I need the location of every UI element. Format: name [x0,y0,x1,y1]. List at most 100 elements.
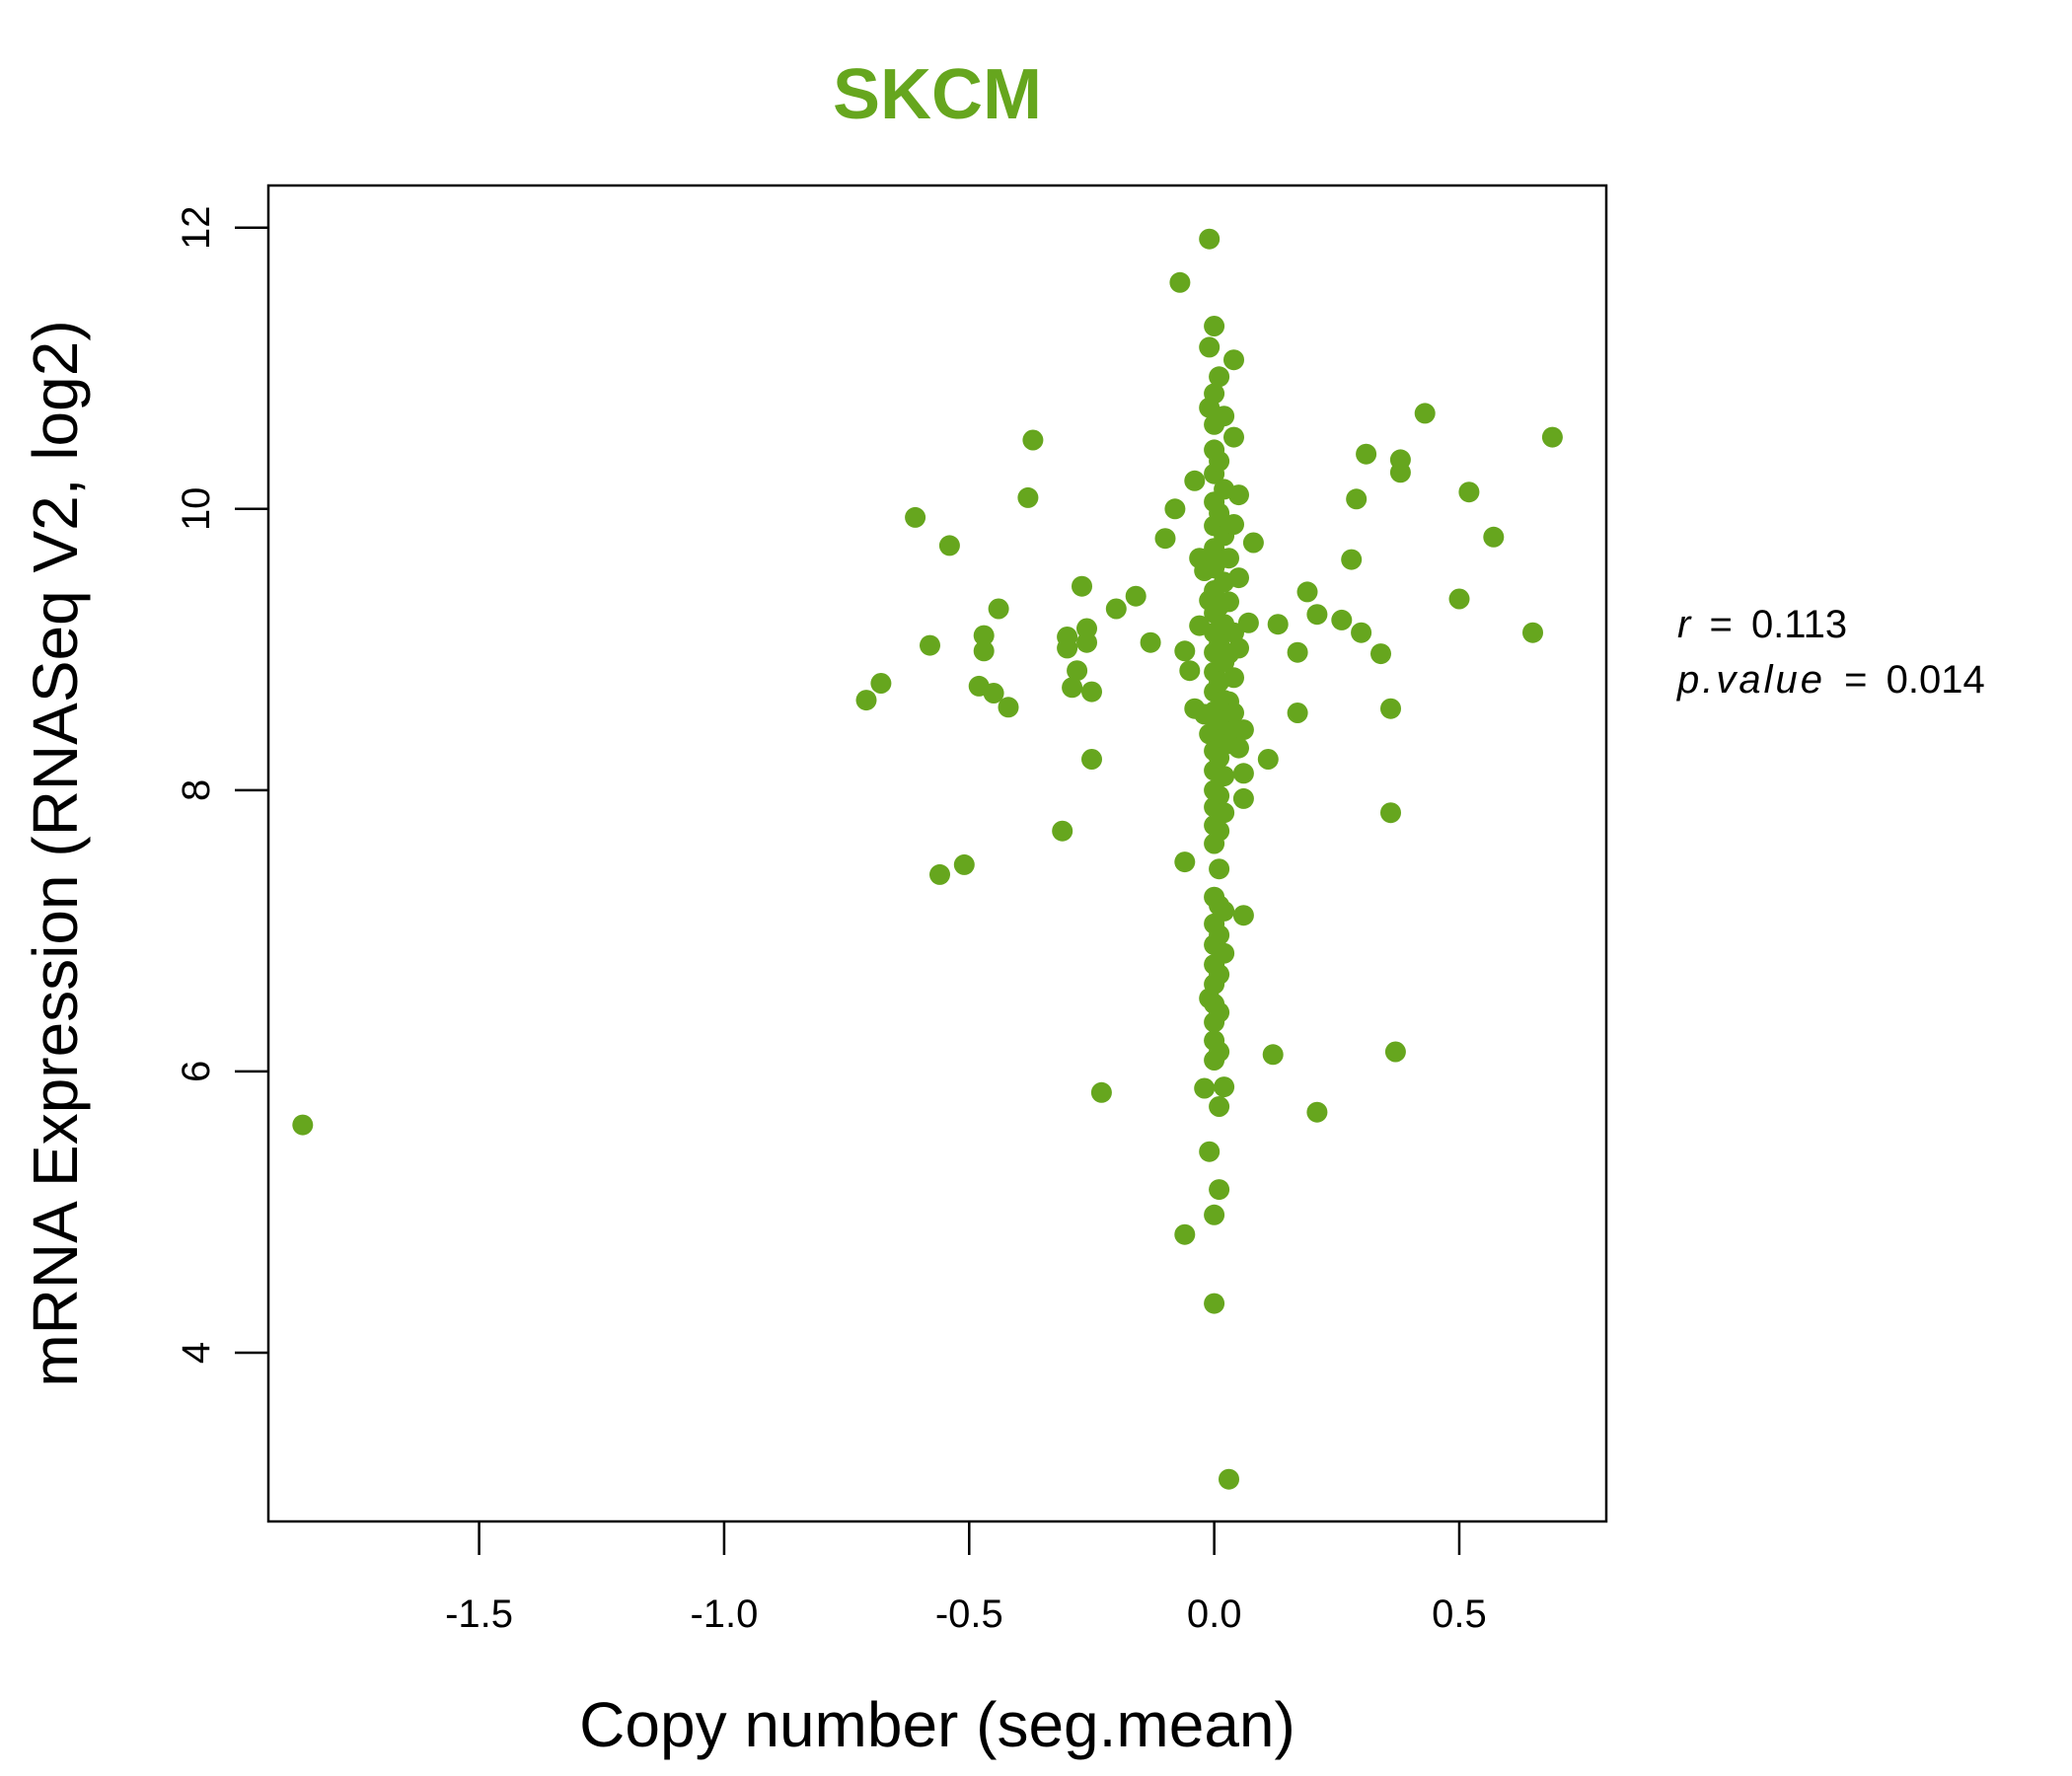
data-point-11 [983,683,1004,703]
chart-title: SKCM [833,55,1042,134]
data-point-2 [870,673,892,694]
data-point-52 [1204,383,1225,405]
data-point-143 [1267,614,1289,635]
data-point-96 [1209,858,1230,880]
data-point-19 [1062,677,1083,699]
data-point-85 [1209,366,1230,388]
data-point-87 [1209,502,1230,524]
data-point-94 [1209,785,1230,807]
data-point-162 [1458,481,1480,503]
x-axis-label: Copy number (seg.mean) [579,1689,1295,1760]
data-point-144 [1287,641,1308,663]
data-point-100 [1209,1001,1230,1023]
stats-annotation: r = 0.113 p.value = 0.014 [1676,603,1985,702]
y-tick-label-4: 12 [175,206,218,251]
data-point-125 [1223,426,1244,448]
data-point-84 [1204,1293,1225,1314]
data-point-44 [1199,228,1221,250]
data-point-95 [1209,820,1230,842]
data-point-51 [1204,316,1225,336]
r-value: 0.113 [1751,603,1847,646]
data-point-128 [1223,667,1244,689]
data-point-45 [1199,336,1221,358]
data-point-161 [1448,588,1470,610]
data-point-18 [1057,627,1078,647]
data-point-9 [973,625,995,646]
p-value: 0.014 [1887,658,1985,702]
data-point-33 [1174,640,1196,662]
x-tick-label-1: -1.0 [690,1592,758,1636]
data-point-36 [1179,660,1201,682]
data-point-134 [1228,737,1249,759]
data-point-154 [1370,643,1391,665]
data-point-14 [1017,486,1039,508]
data-point-7 [953,853,975,875]
x-tick-label-2: -0.5 [935,1592,1003,1636]
y-tick-label-3: 10 [175,487,218,532]
data-point-5 [929,863,950,885]
data-point-129 [1223,703,1244,723]
data-point-165 [1541,426,1563,448]
data-point-31 [1164,498,1186,520]
data-point-27 [1105,598,1127,620]
data-point-160 [1414,403,1436,424]
data-point-10 [973,640,995,662]
data-point-116 [1214,1076,1235,1098]
data-point-151 [1346,488,1368,510]
data-point-137 [1232,905,1254,926]
data-point-155 [1380,698,1401,719]
data-point-37 [1184,470,1206,491]
data-point-133 [1228,637,1249,659]
data-point-126 [1223,514,1244,535]
x-tick-label-4: 0.5 [1432,1592,1487,1636]
y-axis-label: mRNA Expression (RNASeq V2, log2) [20,320,91,1386]
data-point-24 [1081,681,1102,703]
data-point-140 [1242,532,1264,554]
data-point-124 [1223,349,1244,371]
data-point-98 [1209,925,1230,946]
p-annotation: p.value = 0.014 [1676,658,1985,702]
data-point-113 [1214,802,1235,824]
data-point-25 [1081,749,1102,770]
data-point-136 [1232,787,1254,809]
data-point-23 [1076,618,1097,639]
data-point-146 [1296,581,1318,603]
data-point-104 [1214,406,1235,427]
data-point-145 [1287,703,1308,723]
r-label: r [1677,603,1692,646]
data-point-132 [1228,567,1249,589]
data-point-13 [998,697,1019,718]
data-point-117 [1219,1468,1239,1490]
p-equals: = [1844,658,1867,702]
data-point-148 [1306,604,1328,626]
data-point-1 [855,690,877,711]
data-point-50 [1199,1141,1221,1162]
data-point-118 [1219,548,1239,569]
data-point-164 [1522,622,1543,643]
r-annotation: r = 0.113 [1677,603,1847,646]
data-point-157 [1384,1041,1406,1063]
data-point-152 [1351,622,1372,643]
plot-frame [266,184,1608,1523]
data-point-114 [1214,900,1235,922]
data-point-138 [1232,763,1254,784]
y-tick-label-2: 8 [175,779,218,801]
data-point-30 [1154,528,1176,550]
data-point-43 [1194,1077,1216,1099]
data-point-0 [292,1114,314,1136]
data-point-142 [1262,1044,1284,1066]
data-point-28 [1125,585,1147,607]
data-point-86 [1209,450,1230,472]
data-point-119 [1219,591,1239,613]
data-point-12 [988,598,1009,620]
data-point-83 [1204,1204,1225,1225]
points-layer [292,228,1563,1490]
data-point-163 [1483,526,1505,548]
data-point-147 [1306,1101,1328,1123]
data-point-101 [1209,1041,1230,1063]
data-point-139 [1237,612,1259,633]
x-axis: -1.5 -1.0 -0.5 0.0 0.5 [445,1521,1487,1636]
data-point-99 [1209,964,1230,986]
data-point-115 [1214,942,1235,964]
